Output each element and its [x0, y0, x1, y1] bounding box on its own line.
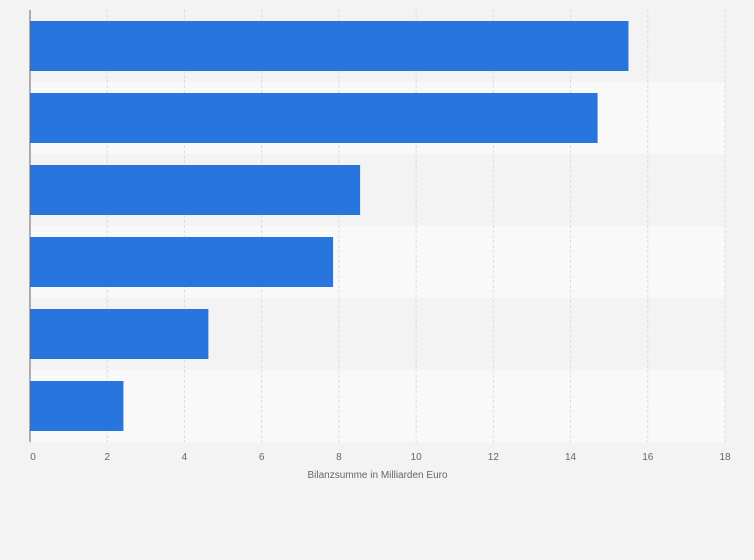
bar[interactable]	[30, 309, 209, 359]
x-axis-ticks: 0 2 4 6 8 10 12 14 16 18	[30, 452, 731, 463]
x-tick-label: 12	[488, 452, 500, 463]
x-tick-label: 14	[565, 452, 577, 463]
x-tick-label: 4	[182, 452, 188, 463]
row-bands	[30, 10, 725, 442]
x-axis-title: Bilanzsumme in Milliarden Euro	[307, 470, 447, 481]
bar[interactable]	[30, 93, 598, 143]
x-tick-label: 2	[104, 452, 110, 463]
bar[interactable]	[30, 381, 124, 431]
x-tick-label: 18	[719, 452, 731, 463]
bar[interactable]	[30, 165, 361, 215]
x-tick-label: 16	[642, 452, 654, 463]
bar[interactable]	[30, 21, 629, 71]
row-band	[30, 370, 725, 442]
x-tick-label: 0	[30, 452, 36, 463]
x-tick-label: 10	[411, 452, 423, 463]
gridlines	[106, 10, 726, 442]
bars	[30, 21, 629, 431]
x-tick-label: 6	[259, 452, 265, 463]
bar[interactable]	[30, 237, 334, 287]
x-tick-label: 8	[336, 452, 342, 463]
